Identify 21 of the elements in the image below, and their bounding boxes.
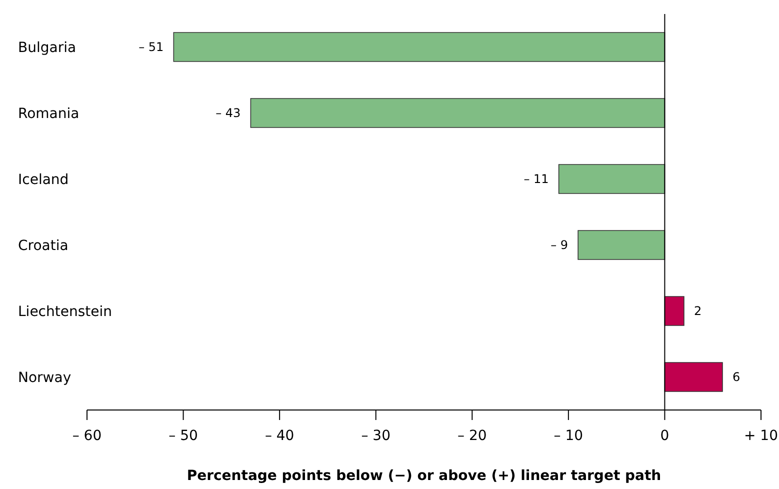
- y-tick-label: Croatia: [18, 238, 68, 254]
- x-tick-label: – 60: [72, 428, 102, 444]
- y-tick-label: Norway: [18, 370, 72, 386]
- x-tick-label: – 30: [361, 428, 390, 444]
- x-tick-label: – 50: [168, 428, 198, 444]
- data-label: – 43: [216, 106, 241, 120]
- y-tick-label: Romania: [18, 106, 80, 122]
- data-label: – 51: [138, 40, 164, 54]
- data-label: 2: [694, 304, 702, 318]
- data-label: 6: [732, 370, 740, 384]
- y-tick-label: Bulgaria: [18, 40, 76, 56]
- x-tick-label: – 20: [458, 428, 487, 444]
- data-label: – 11: [524, 172, 549, 186]
- x-axis-title: Percentage points below (−) or above (+) linear target path: [186, 468, 662, 484]
- x-tick-label: + 10: [744, 428, 778, 444]
- x-tick-label: – 40: [264, 428, 294, 444]
- x-tick-label: 0: [660, 428, 670, 444]
- y-tick-label: Liechtenstein: [18, 304, 112, 320]
- data-label: – 9: [550, 238, 568, 252]
- y-tick-label: Iceland: [18, 172, 69, 188]
- x-tick-label: – 10: [554, 428, 584, 444]
